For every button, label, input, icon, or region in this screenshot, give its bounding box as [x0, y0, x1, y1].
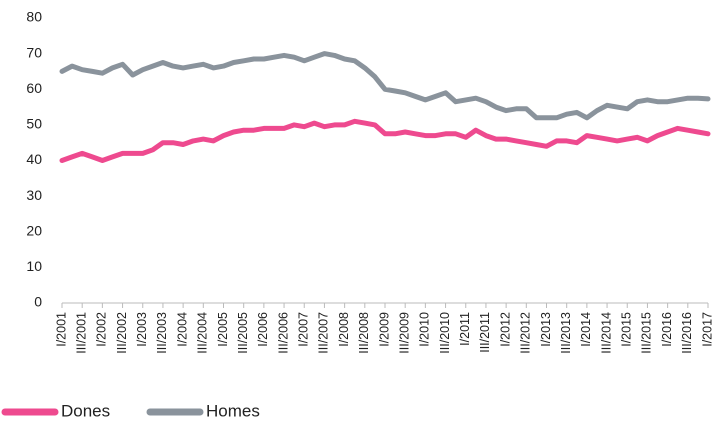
x-tick-label: I/2007: [297, 312, 311, 347]
y-tick-label: 20: [26, 222, 42, 238]
y-tick-label: 70: [26, 44, 42, 60]
x-tick-label: I/2017: [700, 312, 714, 347]
x-tick-label: I/2012: [498, 312, 512, 347]
x-tick-label: III/2005: [236, 312, 250, 354]
x-tick-label: I/2001: [54, 312, 68, 347]
x-tick-label: I/2002: [95, 312, 109, 347]
series-line: [59, 118, 711, 163]
legend-label: Homes: [206, 401, 260, 420]
x-tick-label: I/2015: [620, 312, 634, 347]
x-tick-label: I/2003: [135, 312, 149, 347]
y-tick-label: 80: [26, 9, 42, 25]
x-tick-label: I/2004: [175, 312, 189, 347]
x-tick-label: I/2013: [539, 312, 553, 347]
x-tick-label: III/2012: [519, 312, 533, 354]
x-tick-label: I/2016: [660, 312, 674, 347]
x-tick-label: I/2014: [579, 312, 593, 347]
y-tick-label: 60: [26, 80, 42, 96]
x-tick-label: III/2004: [196, 312, 210, 354]
x-tick-label: III/2010: [438, 312, 452, 354]
y-tick-label: 30: [26, 187, 42, 203]
x-tick-label: III/2016: [680, 312, 694, 354]
y-tick-label: 50: [26, 116, 42, 132]
x-tick-label: III/2015: [640, 312, 654, 354]
series-line: [59, 51, 711, 121]
x-tick-label: III/2011: [478, 312, 492, 353]
y-tick-label: 40: [26, 151, 42, 167]
x-tick-label: III/2007: [317, 312, 331, 354]
x-tick-label: III/2002: [115, 312, 129, 354]
x-tick-label: III/2003: [155, 312, 169, 354]
x-tick-label: III/2014: [599, 312, 613, 354]
x-tick-label: III/2013: [559, 312, 573, 354]
x-tick-label: I/2010: [418, 312, 432, 347]
x-tick-label: III/2009: [397, 312, 411, 354]
y-tick-label: 10: [26, 258, 42, 274]
x-tick-label: I/2009: [377, 312, 391, 347]
x-tick-label: I/2005: [216, 312, 230, 347]
legend-label: Dones: [61, 401, 110, 420]
y-tick-label: 0: [34, 294, 42, 310]
x-tick-label: III/2008: [357, 312, 371, 354]
x-tick-label: I/2006: [256, 312, 270, 347]
x-tick-label: III/2006: [276, 312, 290, 354]
x-tick-label: I/2008: [337, 312, 351, 347]
x-tick-label: III/2001: [74, 312, 88, 354]
x-tick-label: I/2011: [458, 312, 472, 346]
